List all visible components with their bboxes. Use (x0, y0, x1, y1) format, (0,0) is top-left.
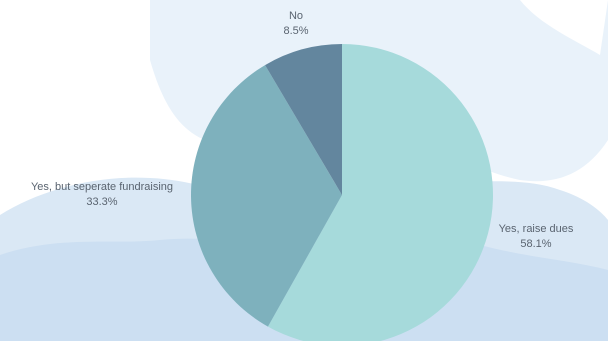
slice-label-value: 8.5% (283, 25, 308, 37)
slice-label-name: No (289, 10, 303, 22)
slice-label-value: 58.1% (520, 238, 551, 250)
pie-slices (191, 44, 493, 341)
pie-slice (191, 65, 342, 327)
slice-label-value: 33.3% (86, 196, 117, 208)
slice-label-name: Yes, but seperate fundraising (31, 181, 173, 193)
pie-labels: Yes, raise dues 58.1% Yes, but seperate fu… (31, 10, 574, 250)
pie-slice (265, 44, 342, 195)
slice-label-name: Yes, raise dues (499, 223, 574, 235)
pie-slice (267, 44, 493, 341)
